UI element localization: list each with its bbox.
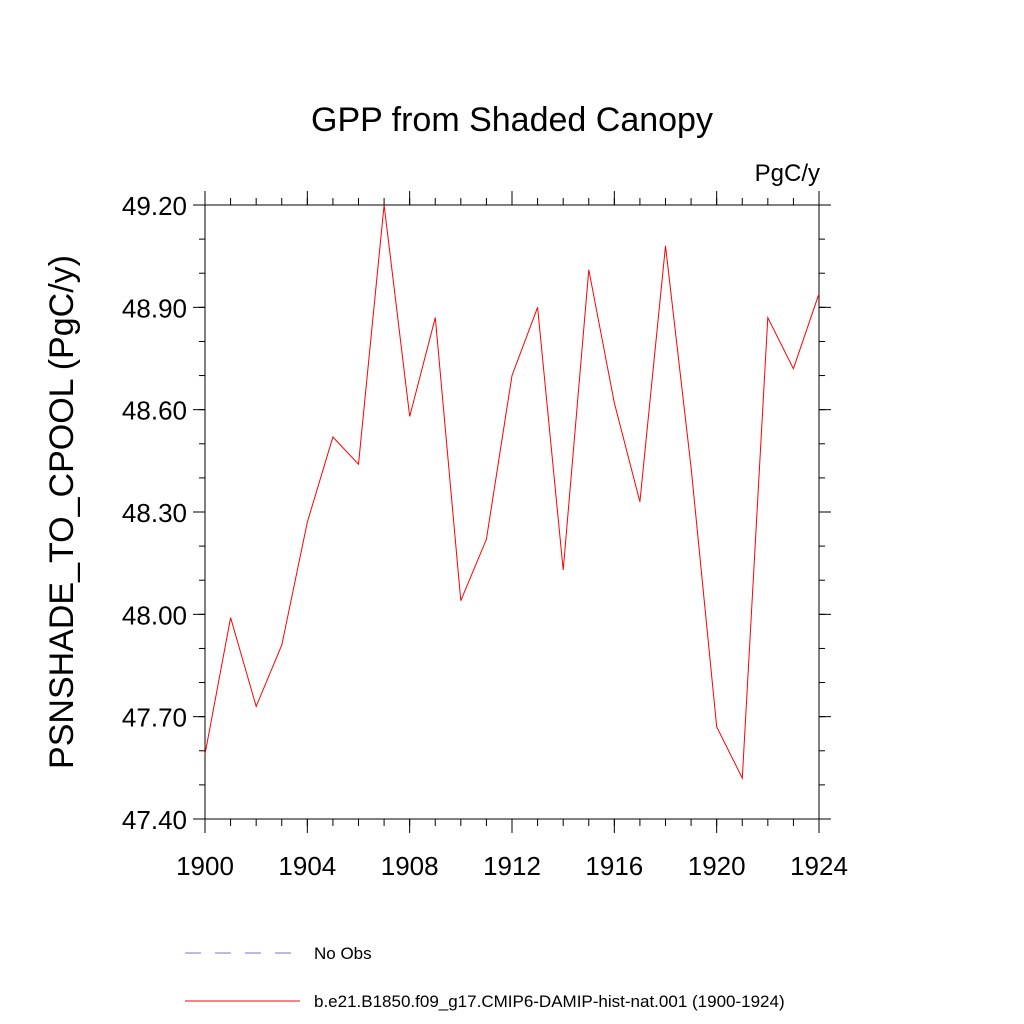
y-tick-label: 47.70 bbox=[122, 703, 187, 733]
chart-title: GPP from Shaded Canopy bbox=[311, 101, 713, 139]
x-minor-ticks bbox=[204, 198, 820, 826]
y-tick-label: 47.40 bbox=[122, 805, 187, 835]
plot-frame bbox=[204, 204, 820, 820]
y-tick-label: 48.90 bbox=[122, 293, 187, 323]
x-tick-label: 1920 bbox=[688, 851, 746, 881]
y-axis-label: PSNSHADE_TO_CPOOL (PgC/y) bbox=[43, 255, 81, 769]
x-tick-label: 1916 bbox=[585, 851, 643, 881]
x-tick-label: 1912 bbox=[483, 851, 541, 881]
legend-label-model: b.e21.B1850.f09_g17.CMIP6-DAMIP-hist-nat… bbox=[314, 992, 785, 1011]
legend: No Obs b.e21.B1850.f09_g17.CMIP6-DAMIP-h… bbox=[185, 944, 785, 1011]
y-axis: 47.40 47.70 48.00 48.30 48.60 48.90 49.20 bbox=[122, 191, 831, 835]
series-line bbox=[204, 204, 820, 781]
y-tick-label: 48.30 bbox=[122, 498, 187, 528]
x-axis: 1900 1904 1908 1912 1916 1920 1924 bbox=[176, 191, 848, 881]
x-tick-label: 1924 bbox=[790, 851, 848, 881]
y-tick-label: 48.60 bbox=[122, 396, 187, 426]
legend-label-no-obs: No Obs bbox=[314, 944, 372, 963]
y-tick-label: 48.00 bbox=[122, 600, 187, 630]
x-tick-label: 1904 bbox=[278, 851, 336, 881]
y-minor-ticks bbox=[199, 204, 825, 820]
x-tick-label: 1908 bbox=[381, 851, 439, 881]
y-tick-label: 49.20 bbox=[122, 191, 187, 221]
units-label: PgC/y bbox=[755, 160, 820, 187]
x-tick-label: 1900 bbox=[176, 851, 234, 881]
